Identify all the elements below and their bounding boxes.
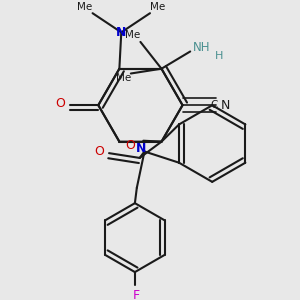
Text: F: F bbox=[132, 289, 140, 300]
Text: Me: Me bbox=[116, 73, 131, 83]
Text: H: H bbox=[215, 51, 223, 61]
Text: Me: Me bbox=[77, 2, 92, 13]
Text: Me: Me bbox=[150, 2, 165, 13]
Text: NH: NH bbox=[193, 41, 210, 54]
Text: Me: Me bbox=[125, 30, 140, 40]
Text: N: N bbox=[136, 142, 146, 155]
Text: N: N bbox=[221, 99, 230, 112]
Text: C: C bbox=[210, 100, 218, 110]
Text: O: O bbox=[125, 139, 135, 152]
Text: N: N bbox=[116, 26, 127, 39]
Text: O: O bbox=[94, 145, 104, 158]
Text: O: O bbox=[55, 97, 65, 110]
